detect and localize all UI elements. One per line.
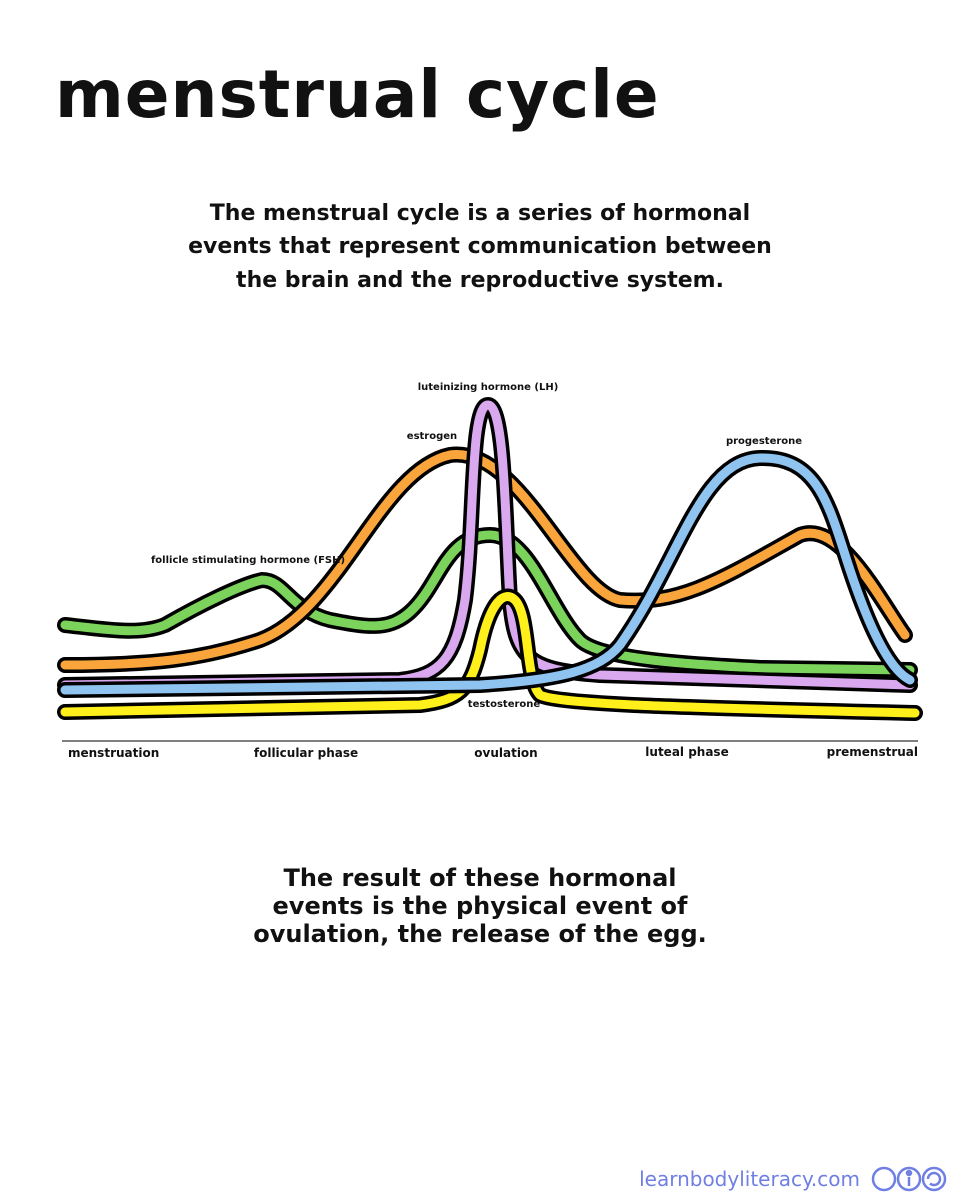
phase-label: ovulation [474,746,537,760]
by-icon [896,1166,922,1192]
curves [57,397,923,721]
by-icon-head [905,1169,913,1177]
conclusion-line: The result of these hormonal [283,864,676,892]
fsh-curve [60,530,915,675]
intro-line: The menstrual cycle is a series of hormo… [210,201,750,226]
conclusion-line: ovulation, the release of the egg. [253,920,707,948]
sa-icon-arrow [926,1171,942,1187]
progesterone-curve [60,453,915,695]
footer-site[interactable]: learnbodyliteracy.com [639,1167,860,1191]
intro-line: the brain and the reproductive system. [236,268,724,293]
cc-icon [871,1166,897,1192]
hormone-label: luteinizing hormone (LH) [418,382,559,393]
intro-line: events that represent communication betw… [188,234,772,259]
hormone-label: testosterone [468,699,541,710]
phase-label: follicular phase [254,746,358,760]
sa-icon [921,1166,947,1192]
hormone-label: progesterone [726,436,802,447]
hormone-label: estrogen [407,431,457,442]
phase-label: premenstrual [827,745,918,759]
estrogen-curve [60,450,910,670]
testosterone-curve [60,592,920,718]
hormone-label: follicle stimulating hormone (FSH) [151,555,345,566]
license-icons [871,1166,947,1192]
phase-label: luteal phase [645,745,728,759]
conclusion-line: events is the physical event of [273,892,688,920]
phase-label: menstruation [68,746,159,760]
title: menstrual cycle [55,56,660,133]
